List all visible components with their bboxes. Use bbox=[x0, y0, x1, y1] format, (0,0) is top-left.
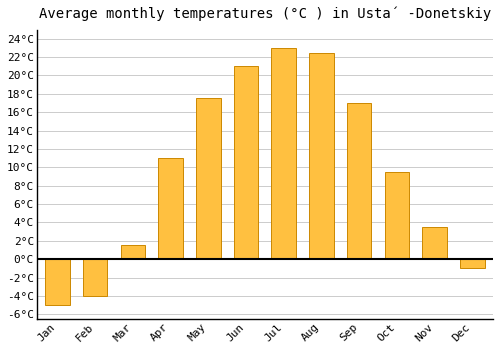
Title: Average monthly temperatures (°C ) in Ustа́ -Donetskiy: Average monthly temperatures (°C ) in Us… bbox=[39, 7, 491, 21]
Bar bbox=[234, 66, 258, 259]
Bar bbox=[272, 48, 296, 259]
Bar bbox=[83, 259, 108, 296]
Bar bbox=[309, 52, 334, 259]
Bar bbox=[460, 259, 484, 268]
Bar bbox=[422, 227, 447, 259]
Bar bbox=[120, 245, 145, 259]
Bar bbox=[384, 172, 409, 259]
Bar bbox=[196, 98, 220, 259]
Bar bbox=[347, 103, 372, 259]
Bar bbox=[158, 158, 183, 259]
Bar bbox=[45, 259, 70, 305]
